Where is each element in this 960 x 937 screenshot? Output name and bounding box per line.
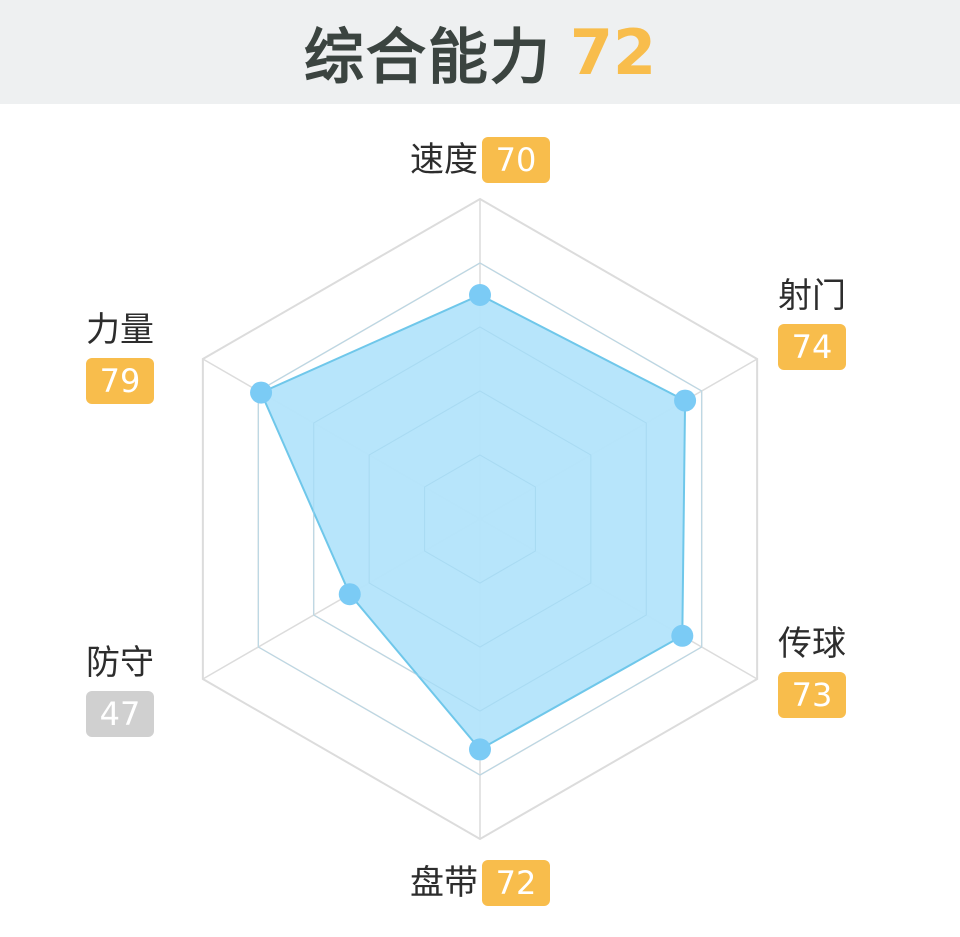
label-shooting-value: 74	[778, 324, 846, 370]
label-defense: 防守 47	[86, 643, 154, 737]
label-strength-value: 79	[86, 358, 154, 404]
label-defense-value: 47	[86, 691, 154, 737]
label-passing: 传球 73	[778, 624, 846, 718]
label-dribbling: 盘带 72	[410, 860, 550, 906]
label-strength-name: 力量	[86, 310, 154, 350]
page-title: 综合能力	[303, 22, 552, 93]
point-射门	[674, 389, 697, 412]
radar-series	[250, 262, 703, 776]
label-passing-value: 73	[778, 672, 846, 718]
overlay-ring-2	[368, 390, 592, 648]
point-速度	[469, 284, 491, 306]
header-bar: 综合能力 72	[0, 0, 960, 104]
label-speed-value: 70	[482, 137, 550, 183]
label-passing-name: 传球	[778, 624, 846, 664]
point-力量	[250, 381, 273, 404]
label-dribbling-name: 盘带	[410, 863, 478, 903]
label-speed: 速度 70	[410, 137, 550, 183]
overlay-ring-1	[424, 454, 536, 584]
point-防守	[338, 583, 361, 606]
series-area	[259, 293, 687, 751]
label-defense-name: 防守	[86, 643, 154, 683]
label-strength: 力量 79	[86, 310, 154, 404]
label-shooting-name: 射门	[778, 276, 846, 316]
point-盘带	[469, 738, 491, 761]
label-speed-name: 速度	[410, 140, 478, 180]
overlay-ring-3	[313, 326, 647, 712]
label-dribbling-value: 72	[482, 860, 550, 906]
overall-score: 72	[569, 15, 657, 89]
point-传球	[671, 624, 694, 647]
label-shooting: 射门 74	[778, 276, 846, 370]
